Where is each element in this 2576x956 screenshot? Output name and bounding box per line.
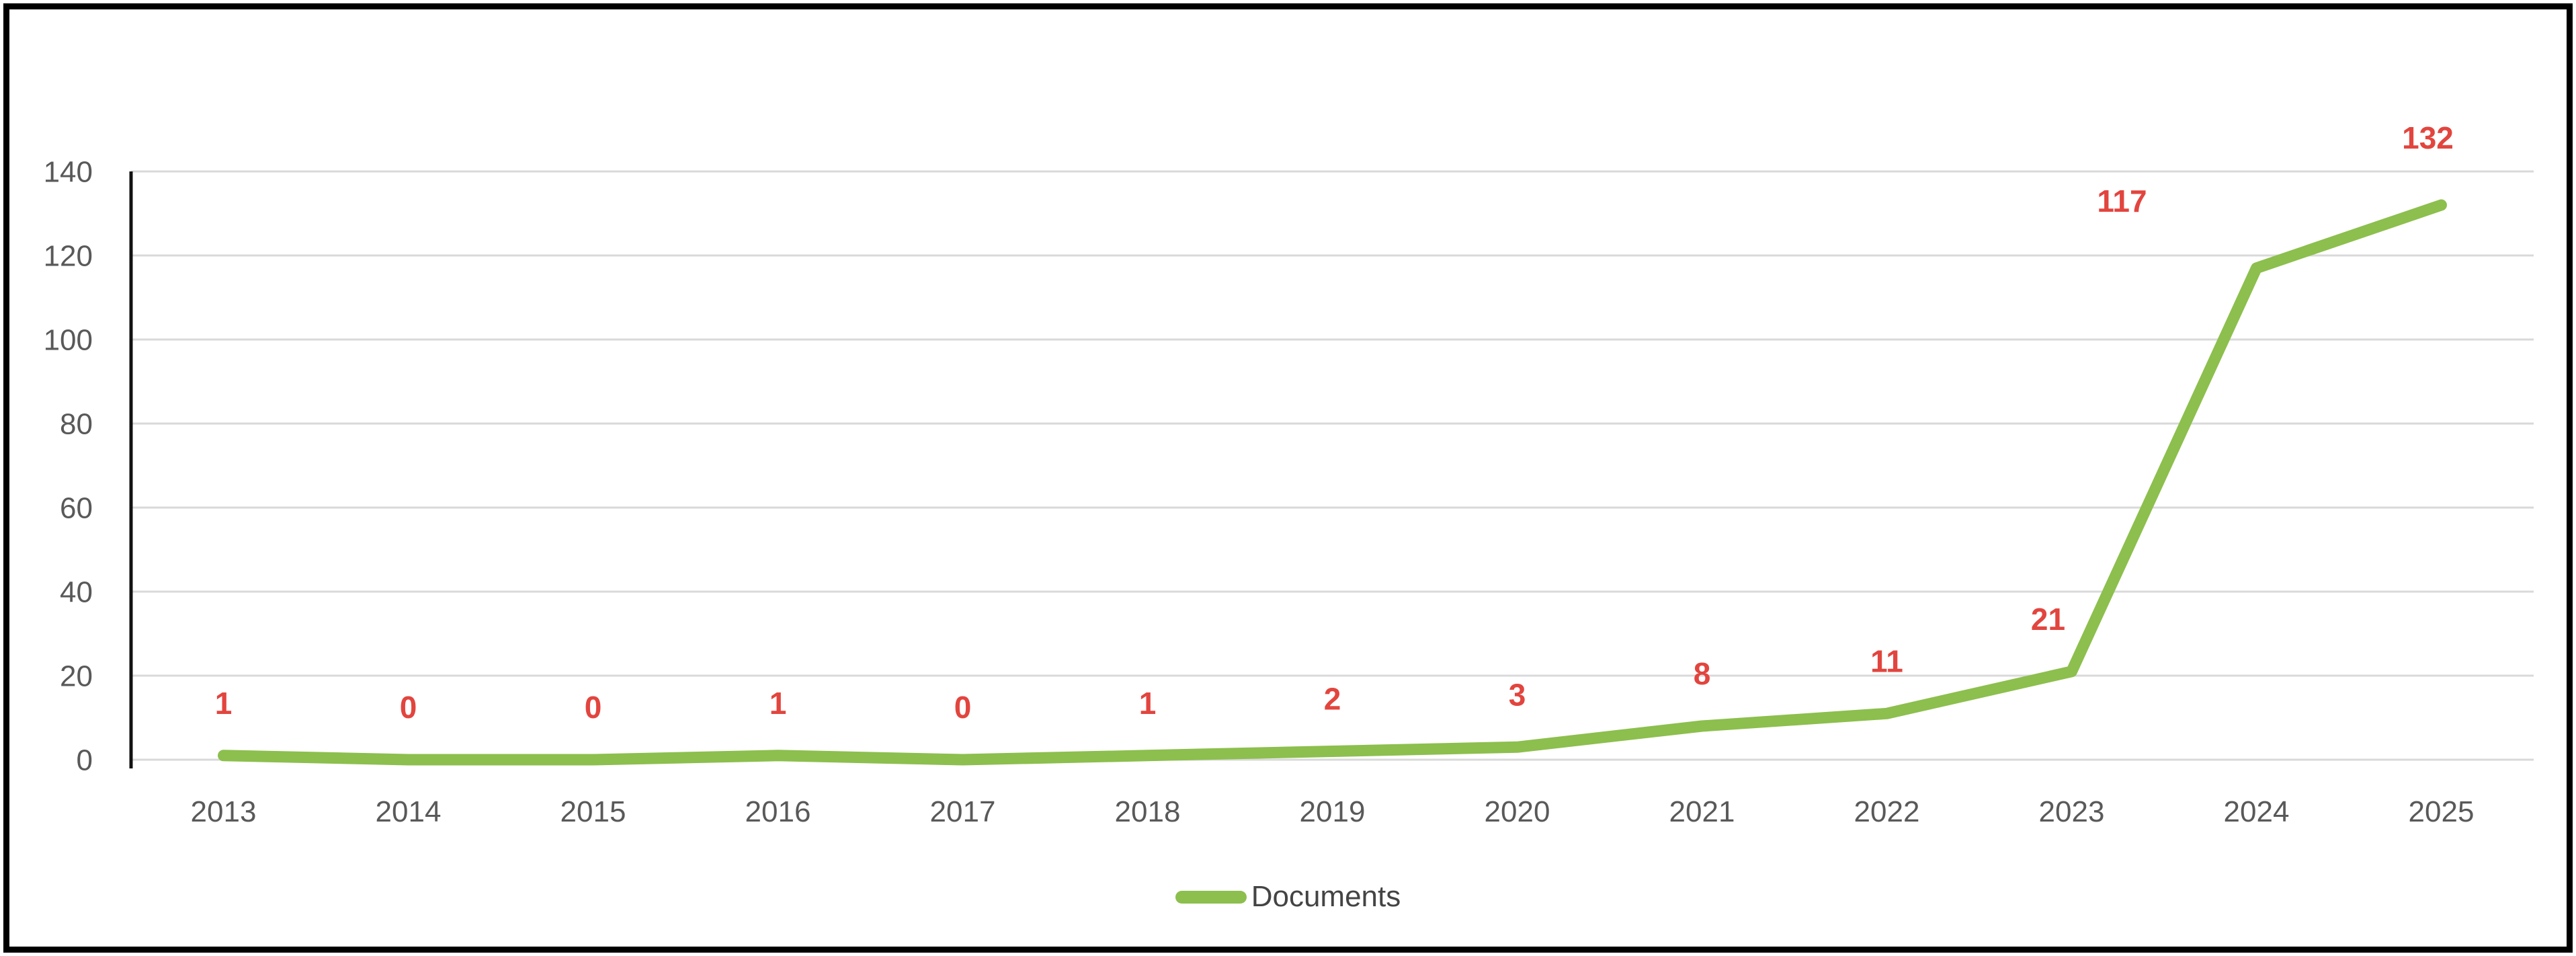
x-tick-label: 2020 — [1485, 795, 1550, 828]
y-tick-label: 120 — [44, 239, 93, 272]
x-tick-label: 2017 — [930, 795, 996, 828]
x-tick-label: 2023 — [2039, 795, 2105, 828]
x-tick-label: 2022 — [1854, 795, 1920, 828]
x-tick-label: 2019 — [1300, 795, 1366, 828]
y-tick-label: 100 — [44, 323, 93, 356]
y-tick-label: 0 — [77, 744, 93, 776]
x-tick-label: 2016 — [745, 795, 811, 828]
x-tick-label: 2018 — [1115, 795, 1181, 828]
x-tick-label: 2021 — [1669, 795, 1735, 828]
y-tick-label: 20 — [60, 660, 93, 692]
documents-series-line — [218, 199, 2447, 766]
x-tick-label: 2025 — [2409, 795, 2475, 828]
data-label: 0 — [954, 690, 972, 725]
data-label: 132 — [2402, 120, 2454, 155]
y-tick-label: 60 — [60, 491, 93, 524]
data-label: 117 — [2097, 184, 2147, 218]
data-label: 11 — [1870, 643, 1903, 678]
legend-line-swatch — [1175, 890, 1247, 904]
legend-label: Documents — [1251, 880, 1401, 913]
y-tick-label: 40 — [60, 575, 93, 608]
x-tick-label: 2014 — [376, 795, 442, 828]
y-tick-label: 140 — [44, 155, 93, 188]
data-label: 2 — [1324, 682, 1341, 717]
data-label: 0 — [585, 690, 602, 725]
data-label: 3 — [1509, 677, 1526, 712]
data-label: 1 — [215, 686, 233, 721]
data-label: 8 — [1694, 656, 1711, 691]
x-tick-label: 2013 — [191, 795, 257, 828]
legend: Documents — [0, 882, 2576, 912]
data-label: 1 — [770, 686, 787, 721]
data-label: 1 — [1139, 686, 1157, 721]
x-tick-label: 2015 — [560, 795, 626, 828]
x-tick-label: 2024 — [2224, 795, 2290, 828]
data-label: 21 — [2031, 602, 2065, 637]
data-label: 0 — [400, 690, 417, 725]
y-tick-label: 80 — [60, 407, 93, 440]
